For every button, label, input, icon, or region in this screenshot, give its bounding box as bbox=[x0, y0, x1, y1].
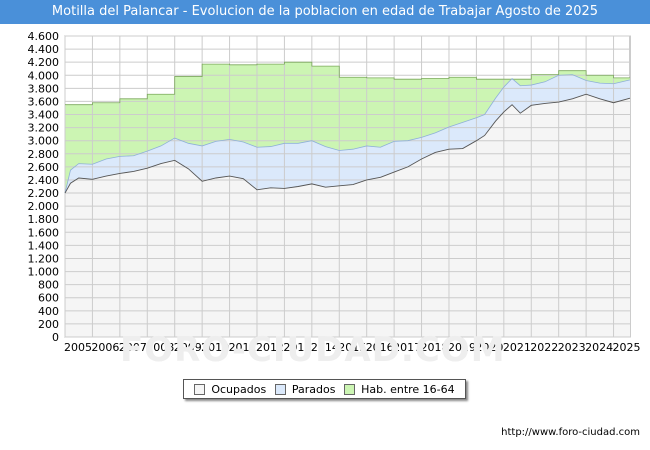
y-tick-label: 4.000 bbox=[28, 69, 60, 82]
legend: Ocupados Parados Hab. entre 16-64 bbox=[183, 379, 466, 399]
y-tick-label: 1.400 bbox=[28, 239, 60, 252]
y-tick-label: 3.200 bbox=[28, 122, 60, 135]
legend-item-habitantes: Hab. entre 16-64 bbox=[344, 383, 455, 396]
y-tick-label: 3.000 bbox=[28, 135, 60, 148]
x-tick-label: 2024 bbox=[585, 341, 613, 354]
chart-area: 02004006008001.0001.2001.4001.6001.8002.… bbox=[28, 30, 641, 354]
x-tick-label: 2009 bbox=[174, 341, 202, 354]
legend-label-habitantes: Hab. entre 16-64 bbox=[361, 382, 455, 396]
y-tick-label: 1.200 bbox=[28, 252, 60, 265]
x-tick-label: 2014 bbox=[311, 341, 339, 354]
x-tick-label: 2011 bbox=[229, 341, 257, 354]
x-tick-label: 2025 bbox=[613, 341, 641, 354]
watermark-text: FORO-CIUDAD.COM bbox=[120, 330, 506, 370]
x-tick-label: 2021 bbox=[503, 341, 531, 354]
y-tick-label: 600 bbox=[38, 292, 59, 305]
source-link[interactable]: http://www.foro-ciudad.com bbox=[501, 427, 640, 438]
legend-item-parados: Parados bbox=[274, 382, 336, 396]
y-tick-label: 3.400 bbox=[28, 109, 60, 122]
y-tick-label: 4.600 bbox=[28, 30, 60, 43]
x-tick-label: 2013 bbox=[283, 341, 311, 354]
y-tick-label: 1.000 bbox=[28, 266, 60, 279]
y-axis-ticks: 02004006008001.0001.2001.4001.6001.8002.… bbox=[28, 30, 60, 344]
x-tick-label: 2020 bbox=[475, 341, 503, 354]
x-tick-label: 2015 bbox=[338, 341, 366, 354]
y-tick-label: 3.800 bbox=[28, 82, 60, 95]
y-tick-label: 400 bbox=[38, 305, 59, 318]
y-tick-label: 1.600 bbox=[28, 226, 60, 239]
series-lines bbox=[64, 61, 631, 194]
y-tick-label: 4.200 bbox=[28, 56, 60, 69]
y-tick-label: 0 bbox=[52, 331, 59, 344]
y-tick-label: 2.400 bbox=[28, 174, 60, 187]
x-tick-label: 2006 bbox=[91, 341, 119, 354]
x-tick-label: 2018 bbox=[421, 341, 449, 354]
x-tick-label: 2016 bbox=[366, 341, 394, 354]
line-habitantes bbox=[65, 61, 630, 106]
x-tick-label: 2008 bbox=[146, 341, 174, 354]
legend-swatch-parados bbox=[274, 383, 286, 395]
x-tick-label: 2005 bbox=[64, 341, 92, 354]
line-ocupados bbox=[64, 93, 631, 194]
y-tick-label: 2.600 bbox=[28, 161, 60, 174]
area-ocupados bbox=[65, 94, 630, 337]
x-tick-label: 2019 bbox=[448, 341, 476, 354]
x-axis-ticks: 2005 2006 2007 2008 2009 2010 2011 2012 2013 2014… bbox=[64, 341, 641, 354]
legend-swatch-ocupados bbox=[194, 383, 206, 395]
y-tick-label: 2.800 bbox=[28, 148, 60, 161]
legend-item-ocupados: Ocupados bbox=[194, 383, 266, 396]
y-tick-label: 2.200 bbox=[28, 187, 60, 200]
chart-title: Motilla del Palancar - Evolucion de la p… bbox=[0, 0, 650, 24]
x-tick-label: 2007 bbox=[119, 341, 147, 354]
x-tick-label: 2023 bbox=[558, 341, 586, 354]
x-tick-label: 2010 bbox=[201, 341, 229, 354]
y-tick-label: 800 bbox=[38, 279, 59, 292]
y-tick-label: 4.400 bbox=[28, 43, 60, 56]
y-tick-label: 3.600 bbox=[28, 95, 60, 108]
y-tick-label: 2.000 bbox=[28, 200, 60, 213]
y-tick-label: 1.800 bbox=[28, 213, 60, 226]
legend-label-ocupados: Ocupados bbox=[211, 382, 267, 396]
x-tick-label: 2022 bbox=[530, 341, 558, 354]
x-tick-label: 2017 bbox=[393, 341, 421, 354]
y-tick-label: 200 bbox=[38, 318, 59, 331]
x-tick-label: 2012 bbox=[256, 341, 284, 354]
legend-swatch-habitantes bbox=[344, 383, 356, 395]
grid-lines bbox=[64, 35, 630, 338]
line-parados bbox=[64, 74, 631, 194]
legend-label-parados: Parados bbox=[291, 382, 336, 396]
